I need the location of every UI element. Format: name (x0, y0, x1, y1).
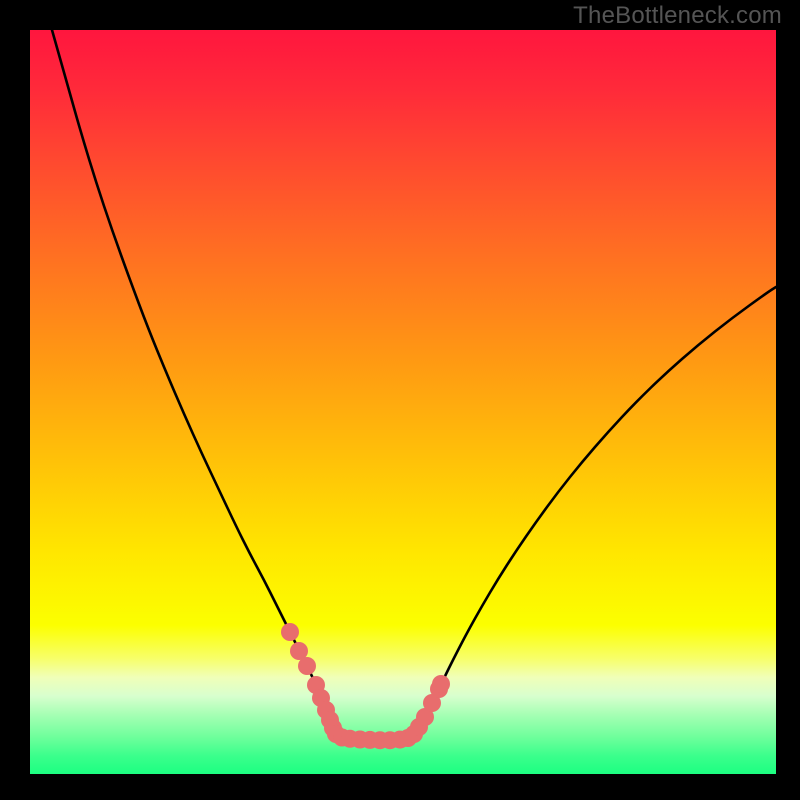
watermark-label: TheBottleneck.com (573, 2, 782, 30)
chart-svg (30, 30, 776, 774)
plot-area (30, 30, 776, 774)
marker-point (281, 623, 299, 641)
marker-point (298, 657, 316, 675)
gradient-background (30, 30, 776, 774)
marker-point (432, 675, 450, 693)
figure-root: TheBottleneck.com (0, 0, 800, 800)
